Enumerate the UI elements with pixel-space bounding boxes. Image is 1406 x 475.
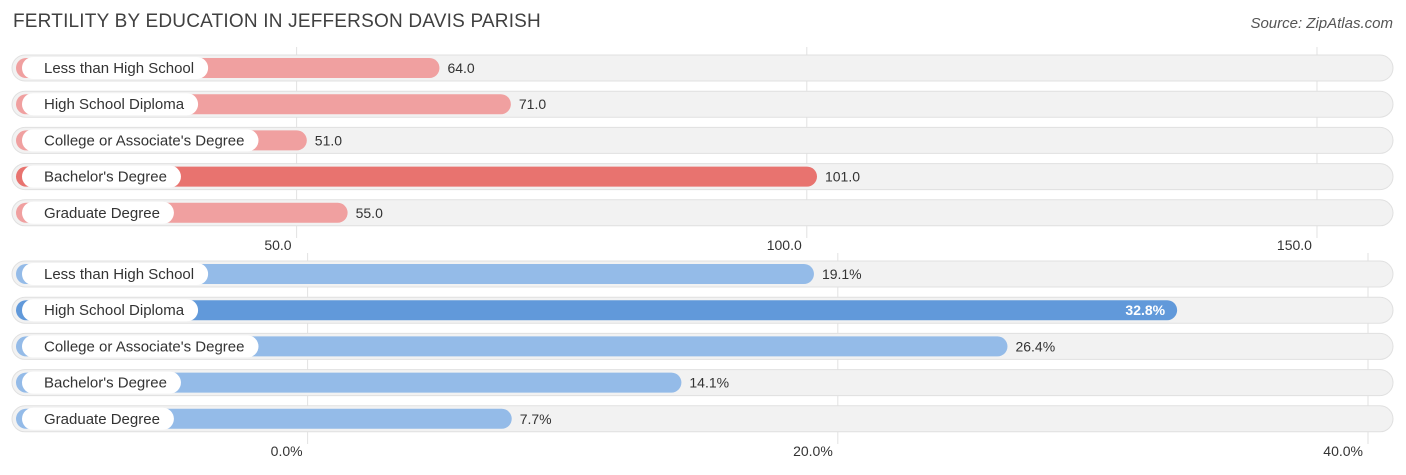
tick-label: 0.0% <box>271 443 303 459</box>
category-label-pill <box>22 165 181 188</box>
tick-label: 100.0 <box>767 237 802 253</box>
tick-label: 150.0 <box>1277 237 1312 253</box>
bar <box>16 372 682 393</box>
category-label: Graduate Degree <box>44 205 160 222</box>
category-label: Bachelor's Degree <box>44 375 167 392</box>
category-label-pill <box>22 299 199 322</box>
source-note: Source: ZipAtlas.com <box>1250 15 1393 32</box>
category-label: College or Associate's Degree <box>44 132 244 149</box>
tick-label: 50.0 <box>264 237 291 253</box>
row-track <box>11 126 1394 154</box>
chart-title: FERTILITY BY EDUCATION IN JEFFERSON DAVI… <box>13 11 541 32</box>
bar <box>16 300 1178 321</box>
category-label-pill <box>22 93 199 116</box>
category-label-pill <box>22 57 209 79</box>
tick-label: 40.0% <box>1323 443 1363 459</box>
row-track <box>11 199 1394 227</box>
value-label: 51.0 <box>315 132 342 148</box>
category-label-pill <box>22 371 181 394</box>
category-label: College or Associate's Degree <box>44 338 244 355</box>
category-label: Less than High School <box>44 60 194 77</box>
category-label-pill <box>22 335 259 358</box>
category-label: Graduate Degree <box>44 411 160 428</box>
category-label: Bachelor's Degree <box>44 169 167 186</box>
value-label: 19.1% <box>822 266 862 282</box>
bar <box>16 166 817 187</box>
category-label: High School Diploma <box>44 96 185 113</box>
category-label-pill <box>22 129 259 152</box>
tick-label: 20.0% <box>793 443 833 459</box>
chart-panel-top: Less than High School 64.0 High School Dip… <box>11 47 1394 253</box>
value-label: 32.8% <box>1125 302 1165 318</box>
value-label: 71.0 <box>519 96 546 112</box>
value-label: 26.4% <box>1015 338 1055 354</box>
bar <box>16 336 1008 357</box>
value-label: 14.1% <box>689 375 729 391</box>
category-label-pill <box>22 407 174 430</box>
value-label: 7.7% <box>520 411 552 427</box>
value-label: 101.0 <box>825 169 860 185</box>
category-label-pill <box>22 201 174 224</box>
bar <box>16 264 814 284</box>
category-label-pill <box>22 263 209 285</box>
value-label: 64.0 <box>447 60 474 76</box>
category-label: Less than High School <box>44 266 194 283</box>
chart-panel-bottom: Less than High School 19.1% High School Di… <box>11 253 1394 459</box>
category-label: High School Diploma <box>44 302 185 319</box>
value-label: 55.0 <box>356 205 383 221</box>
